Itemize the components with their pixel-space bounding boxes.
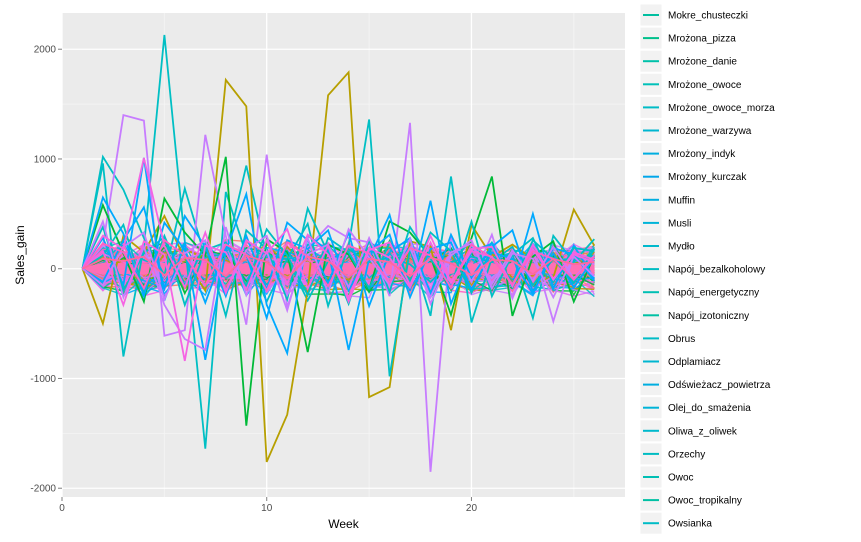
legend-item: Odplamiacz bbox=[639, 350, 721, 373]
legend-label: Mokre_chusteczki bbox=[668, 11, 748, 22]
legend-item: Musli bbox=[639, 211, 691, 235]
legend-label: Muffin bbox=[668, 195, 695, 206]
legend-item: Mrożone_owoce_morza bbox=[639, 95, 775, 119]
legend-item: Mrożone_danie bbox=[639, 49, 737, 73]
legend-item: Napój_energetyczny bbox=[639, 280, 759, 304]
legend-label: Mrożone_warzywa bbox=[668, 126, 752, 137]
legend-label: Napój_izotoniczny bbox=[668, 311, 749, 322]
legend-label: Olej_do_smażenia bbox=[668, 403, 751, 414]
legend-label: Mrożone_owoce_morza bbox=[668, 103, 775, 114]
y-tick-label: 0 bbox=[50, 264, 56, 275]
legend-label: Napój_energetyczny bbox=[668, 288, 759, 299]
legend: Mokre_chusteczki Mrożona_pizza Mrożone_dan… bbox=[639, 3, 775, 535]
y-tick-label: 2000 bbox=[34, 45, 57, 56]
legend-label: Obrus bbox=[668, 334, 695, 345]
legend-item: Odświeżacz_powietrza bbox=[639, 373, 771, 397]
legend-label: Odplamiacz bbox=[668, 357, 721, 368]
legend-item: Owoc bbox=[639, 465, 694, 489]
x-tick-label: 0 bbox=[59, 503, 65, 514]
legend-item: Owsianka bbox=[639, 511, 712, 535]
legend-item: Mrożony_indyk bbox=[639, 142, 736, 166]
series-line-mokre_chusteczki bbox=[81, 154, 595, 303]
x-tick-label: 20 bbox=[466, 503, 478, 514]
legend-item: Mrożony_kurczak bbox=[639, 165, 747, 189]
series-line-mrożone_owoce_morza bbox=[81, 156, 596, 426]
legend-label: Orzechy bbox=[668, 449, 705, 460]
series-line-obrus bbox=[81, 238, 595, 293]
series-lines bbox=[81, 34, 596, 472]
legend-item: Orzechy bbox=[639, 442, 705, 466]
legend-item: Mrożona_pizza bbox=[639, 26, 736, 50]
legend-label: Mrożony_indyk bbox=[668, 149, 736, 160]
legend-item: Owoc_tropikalny bbox=[639, 488, 742, 512]
series-line-napój_bezalkoholowy bbox=[81, 218, 595, 352]
legend-label: Mydło bbox=[668, 242, 695, 253]
legend-item: Napój_izotoniczny bbox=[639, 303, 749, 327]
y-tick-label: -2000 bbox=[30, 484, 56, 495]
legend-item: Mokre_chusteczki bbox=[639, 3, 748, 27]
legend-item: Napój_bezalkoholowy bbox=[639, 257, 765, 281]
legend-label: Mrożone_danie bbox=[668, 57, 737, 68]
axes: -2000 -1000 0 1000 2000 0 10 20 bbox=[30, 45, 477, 514]
legend-label: Owoc_tropikalny bbox=[668, 496, 742, 507]
legend-label: Owsianka bbox=[668, 519, 712, 530]
legend-label: Musli bbox=[668, 218, 691, 229]
legend-item: Muffin bbox=[639, 188, 695, 212]
legend-item: Mydło bbox=[639, 234, 695, 258]
y-axis-title: Sales_gain bbox=[13, 225, 27, 284]
legend-item: Mrożone_owoce bbox=[639, 72, 742, 96]
legend-label: Mrożone_owoce bbox=[668, 80, 742, 91]
y-tick-label: 1000 bbox=[34, 154, 57, 165]
legend-item: Olej_do_smażenia bbox=[639, 396, 751, 420]
legend-item: Obrus bbox=[639, 326, 695, 350]
legend-label: Odświeżacz_powietrza bbox=[668, 380, 771, 391]
series-line-odplamiacz bbox=[82, 254, 595, 280]
legend-label: Napój_bezalkoholowy bbox=[668, 265, 765, 276]
legend-label: Owoc bbox=[668, 473, 694, 484]
y-tick-label: -1000 bbox=[30, 374, 56, 385]
legend-label: Mrożony_kurczak bbox=[668, 172, 747, 183]
x-axis-title: Week bbox=[328, 517, 359, 531]
legend-item: Mrożone_warzywa bbox=[639, 119, 752, 142]
legend-label: Oliwa_z_oliwek bbox=[668, 426, 738, 437]
series-line-mrożona_pizza bbox=[81, 70, 596, 463]
legend-label: Mrożona_pizza bbox=[668, 34, 736, 45]
x-tick-label: 10 bbox=[261, 503, 273, 514]
legend-item: Oliwa_z_oliwek bbox=[639, 419, 738, 443]
